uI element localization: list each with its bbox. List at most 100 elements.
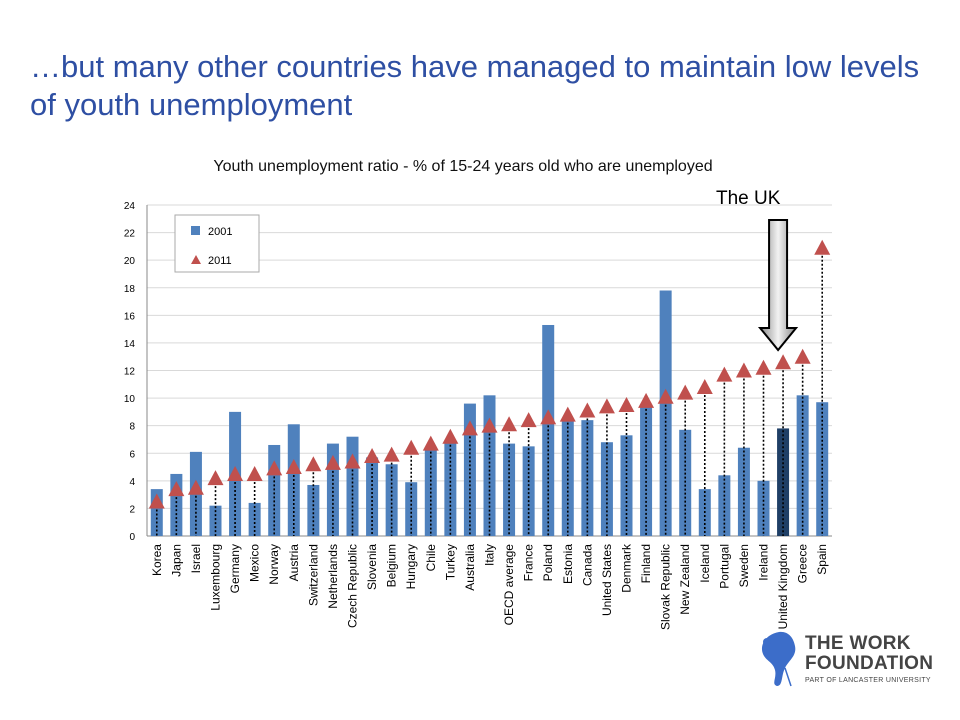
x-tick-label: Germany [228,544,242,593]
legend-label-2011: 2011 [208,255,232,267]
y-tick-label: 4 [129,477,135,488]
x-axis-labels: Korea Japan Israel Luxembourg Germany Mexico N… [150,543,829,630]
marker-2011 [520,412,537,428]
x-tick-label: Czech Republic [346,544,360,628]
x-tick-label: Norway [267,544,281,585]
down-arrow-icon [757,219,799,352]
y-tick-label: 16 [124,311,136,322]
marker-2011 [285,459,302,475]
marker-2011 [696,379,713,395]
y-tick-label: 2 [129,504,135,515]
x-tick-label: Greece [796,544,810,584]
y-tick-label: 20 [124,256,136,267]
x-tick-label: Ireland [757,544,771,581]
marker-2011 [246,465,263,481]
x-tick-label: France [522,544,536,582]
marker-2011 [422,435,439,451]
legend-box [174,214,260,273]
y-tick-label: 24 [124,201,136,212]
marker-2011 [638,392,655,408]
marker-2011 [168,481,185,497]
y-tick-label: 0 [129,532,135,543]
marker-2011 [344,453,361,469]
marker-2011 [383,446,400,462]
y-tick-label: 18 [124,284,136,295]
down-arrow-icon [757,219,799,352]
work-foundation-logo: THE WORK FOUNDATION PART OF LANCASTER UN… [755,628,955,690]
marker-2011 [540,409,557,425]
slide-title: …but many other countries have managed t… [30,49,920,122]
x-tick-label: Finland [639,544,653,583]
x-tick-label: Netherlands [326,544,340,609]
marker-2011 [305,456,322,472]
x-tick-label: Iceland [698,544,712,583]
x-tick-label: Mexico [248,544,262,582]
y-tick-label: 14 [124,339,136,350]
x-tick-label: Switzerland [306,544,320,606]
x-tick-label: United Kingdom [776,544,790,629]
x-tick-label: Japan [169,544,183,577]
markers-2011 [148,239,831,509]
x-tick-label: Austria [287,544,301,582]
marker-2011 [501,416,518,432]
x-tick-label: Israel [189,544,203,573]
x-tick-label: Hungary [404,544,418,589]
bar-2001 [209,505,222,536]
marker-2011 [716,366,733,382]
legend-swatch-2001 [191,226,200,235]
marker-2011 [187,479,204,495]
x-tick-label: Korea [150,544,164,576]
x-tick-label: Canada [580,544,594,586]
x-tick-label: Australia [463,544,477,591]
logo-subtitle: PART OF LANCASTER UNIVERSITY [805,677,931,684]
marker-2011 [657,388,674,404]
figure-logo-icon [761,631,796,687]
legend: 2001 2011 [174,214,260,273]
y-tick-label: 22 [124,229,136,240]
marker-2011 [442,428,459,444]
marker-2011 [579,402,596,418]
logo-line2: FOUNDATION [805,653,934,674]
bar-2001 [522,446,535,536]
marker-2011 [461,420,478,436]
x-tick-label: Luxembourg [209,544,223,611]
marker-2011 [207,470,224,486]
marker-2011 [735,362,752,378]
marker-2011 [481,417,498,433]
bar-2001 [307,484,320,536]
marker-2011 [403,439,420,455]
bar-2001 [600,442,613,536]
marker-2011 [324,454,341,470]
marker-2011 [814,239,831,255]
marker-2011 [266,460,283,476]
marker-2011 [755,359,772,375]
uk-callout-label: The UK [716,188,781,209]
x-tick-label: Belgium [385,544,399,587]
bar-2001 [679,429,692,536]
connector-lines [155,247,824,536]
x-tick-label: Italy [483,544,497,566]
x-tick-label: New Zealand [678,544,692,615]
marker-2011 [775,354,792,370]
y-tick-label: 6 [129,449,135,460]
x-tick-label: Spain [815,544,829,575]
marker-2011 [227,465,244,481]
marker-2011 [598,398,615,414]
marker-2011 [618,396,635,412]
x-tick-label: OECD average [502,544,516,626]
x-tick-label: Slovak Republic [659,544,673,630]
x-tick-label: Poland [541,544,555,581]
x-tick-label: Portugal [717,544,731,589]
x-tick-label: Estonia [561,544,575,584]
x-tick-label: Chile [424,544,438,572]
y-tick-label: 8 [129,422,135,433]
bar-2001 [581,420,594,536]
x-tick-label: Sweden [737,544,751,587]
chart-title: Youth unemployment ratio - % of 15-24 ye… [213,158,713,175]
bar-2001 [777,428,790,536]
logo-line1: THE WORK [805,633,911,654]
x-tick-label: Turkey [443,544,457,580]
marker-2011 [559,406,576,422]
